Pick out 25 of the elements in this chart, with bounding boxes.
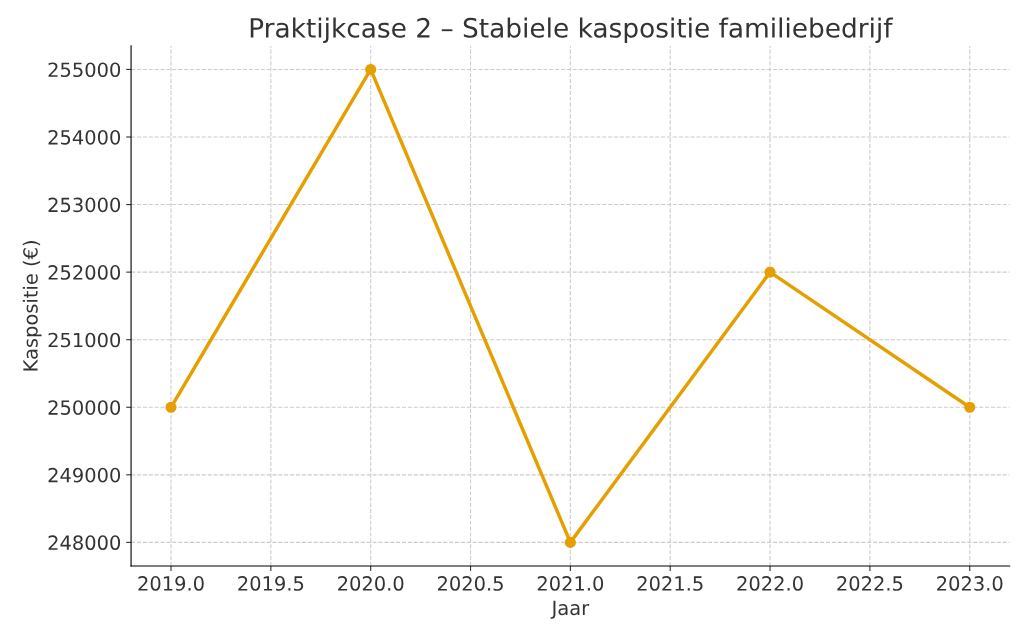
y-tick-label: 255000 [48, 62, 121, 78]
x-tick-label: 2021.0 [537, 576, 604, 591]
y-axis-title: Kaspositie (€) [22, 241, 42, 371]
point [365, 63, 377, 75]
y-tick-label: 249000 [48, 467, 121, 483]
y-tick-label: 250000 [48, 400, 121, 415]
y-tick-label: 254000 [48, 129, 121, 145]
chart-title: Praktijkcase 2 – Stabiele kaspositie familiebedrijf [250, 17, 894, 43]
point [165, 401, 177, 413]
y-tick-label: 253000 [48, 197, 121, 213]
x-tick-label: 2022.5 [837, 576, 903, 591]
point [764, 266, 776, 278]
x-tick-label: 2020.5 [437, 576, 503, 591]
y-tick-label: 251000 [48, 332, 121, 348]
x-tick-label: 2020.0 [338, 576, 404, 591]
x-tick-label: 2019.5 [238, 576, 304, 591]
x-axis-title: Jaar [550, 600, 590, 619]
point [964, 401, 976, 413]
x-tick-label: 2022.0 [737, 576, 803, 591]
x-tick-label: 2023.0 [937, 576, 1003, 591]
x-tick-label: 2021.5 [637, 576, 703, 591]
point [564, 536, 576, 548]
x-tick-label: 2019.0 [138, 576, 204, 591]
y-tick-label: 248000 [48, 535, 121, 551]
y-tick-label: 252000 [48, 265, 121, 280]
